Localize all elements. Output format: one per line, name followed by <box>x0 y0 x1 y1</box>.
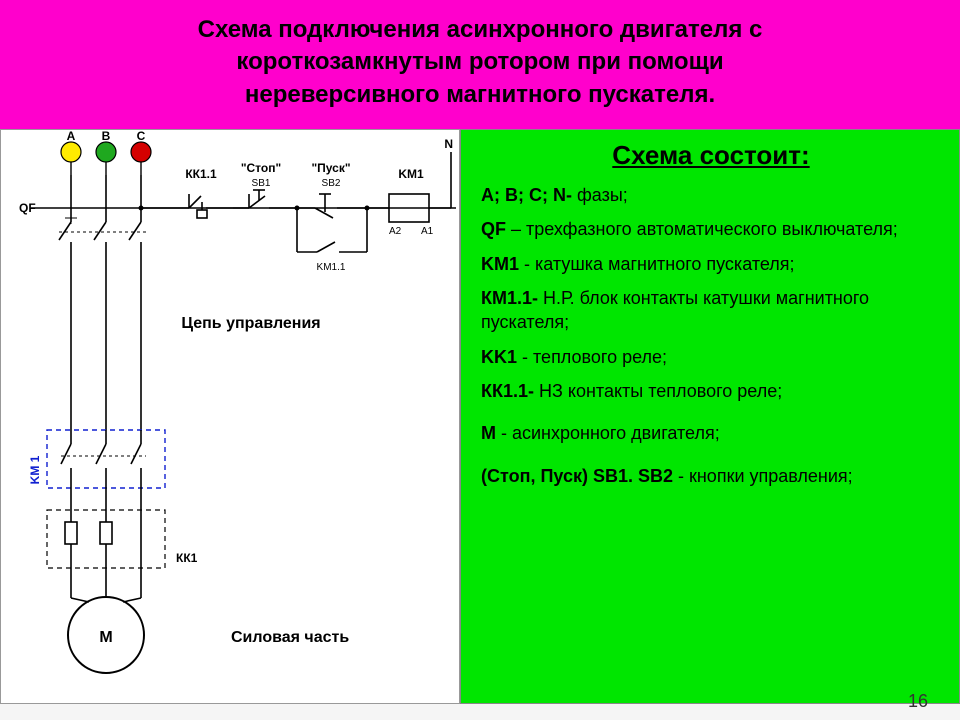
legend-item: KM1 - катушка магнитного пускателя; <box>481 252 941 276</box>
legend-item: KK1 - теплового реле; <box>481 345 941 369</box>
svg-text:SB2: SB2 <box>322 178 341 189</box>
svg-text:КК1: КК1 <box>176 551 198 565</box>
legend-item: КМ1.1- Н.Р. блок контакты катушки магнит… <box>481 286 941 335</box>
legend-title: Схема состоит: <box>481 140 941 171</box>
svg-text:Силовая часть: Силовая часть <box>231 629 349 646</box>
circuit-diagram: A B C N QF <box>0 129 460 704</box>
title-line-1: Схема подключения асинхронного двигателя… <box>40 14 920 46</box>
svg-text:KM1: KM1 <box>398 167 424 181</box>
svg-text:C: C <box>137 130 146 143</box>
svg-text:A: A <box>67 130 76 143</box>
svg-text:QF: QF <box>19 201 36 215</box>
svg-text:KM1.1: KM1.1 <box>317 262 346 273</box>
svg-text:A2: A2 <box>389 226 402 237</box>
legend-item: М - асинхронного двигателя; <box>481 421 941 445</box>
svg-text:Цепь управления: Цепь управления <box>181 315 320 332</box>
legend-item: (Стоп, Пуск) SB1. SB2 - кнопки управлени… <box>481 464 941 488</box>
title-line-2: короткозамкнутым ротором при помощи <box>40 46 920 78</box>
svg-text:КК1.1: КК1.1 <box>185 167 217 181</box>
svg-text:B: B <box>102 130 111 143</box>
legend-item: КК1.1- НЗ контакты теплового реле; <box>481 379 941 403</box>
svg-text:A1: A1 <box>421 226 434 237</box>
legend-panel: Схема состоит: А; В; С; N- фазы; QF – тр… <box>460 129 960 704</box>
svg-text:"Стоп": "Стоп" <box>241 161 281 175</box>
slide-title: Схема подключения асинхронного двигателя… <box>0 0 960 129</box>
legend-item: А; В; С; N- фазы; <box>481 183 941 207</box>
svg-text:"Пуск": "Пуск" <box>311 161 350 175</box>
svg-text:KM 1: KM 1 <box>28 456 42 485</box>
svg-text:N: N <box>444 137 453 151</box>
legend-item: QF – трехфазного автоматического выключа… <box>481 217 941 241</box>
svg-text:SB1: SB1 <box>252 178 271 189</box>
title-line-3: нереверсивного магнитного пускателя. <box>40 79 920 111</box>
content-row: A B C N QF <box>0 129 960 704</box>
svg-text:М: М <box>99 629 112 646</box>
page-number: 16 <box>908 691 928 712</box>
